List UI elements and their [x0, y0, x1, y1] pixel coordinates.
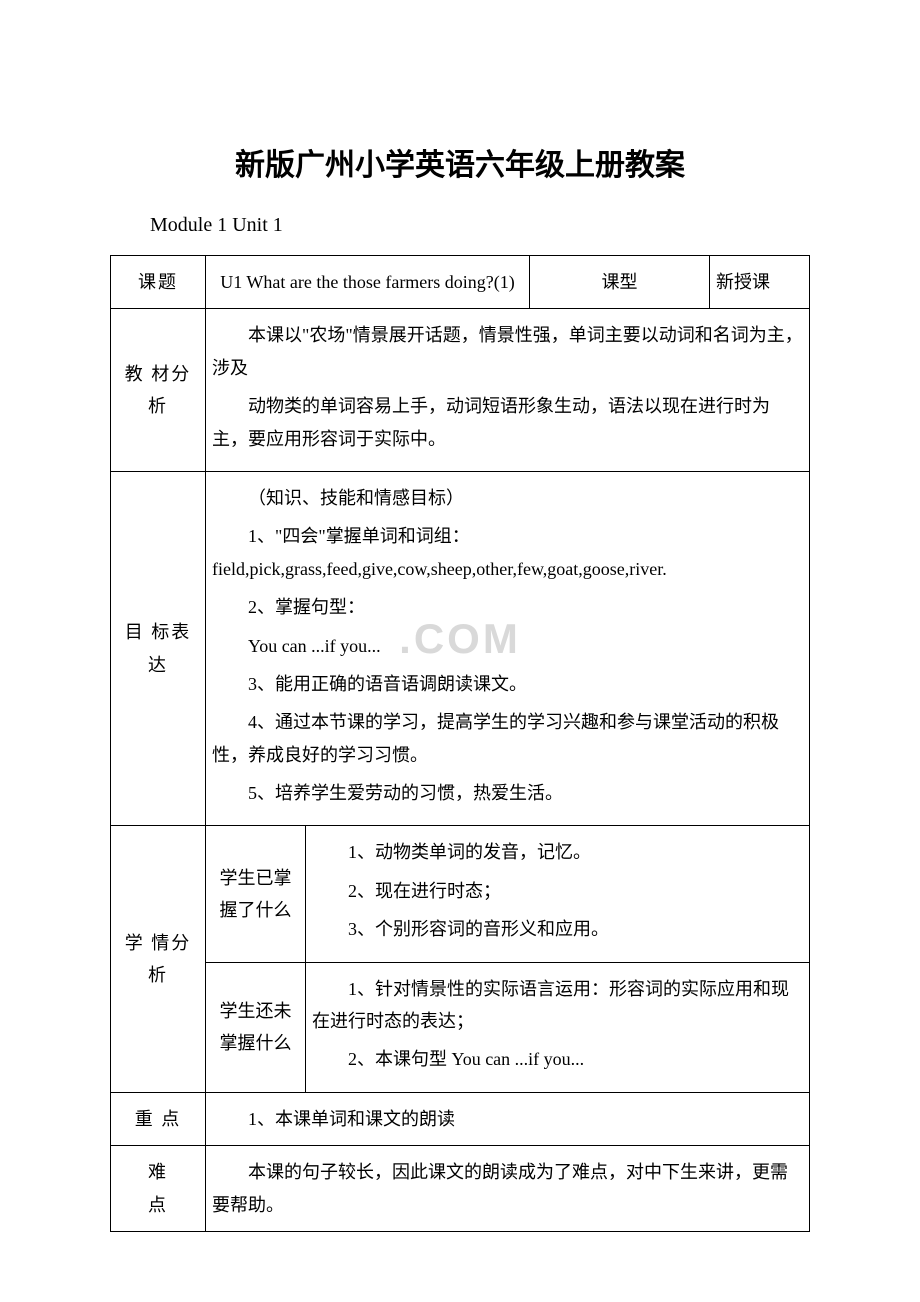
table-row: 学生还未 掌握什么 1、针对情景性的实际语言运用：形容词的实际应用和现在进行时态…: [111, 962, 810, 1092]
paragraph: 动物类的单词容易上手，动词短语形象生动，语法以现在进行时为主，要应用形容词于实际…: [212, 390, 803, 455]
table-row: 重 点 1、本课单词和课文的朗读: [111, 1092, 810, 1145]
objectives-label: 目 标表 达: [111, 471, 206, 826]
paragraph: 1、动物类单词的发音，记忆。: [312, 836, 803, 868]
paragraph: 1、本课单词和课文的朗读: [212, 1103, 803, 1135]
lesson-plan-table: 课题 U1 What are the those farmers doing?(…: [110, 255, 810, 1232]
textbook-analysis-label: 教 材分 析: [111, 309, 206, 472]
document-content: 新版广州小学英语六年级上册教案 Module 1 Unit 1 课题 U1 Wh…: [110, 140, 810, 1232]
table-row: 教 材分 析 本课以"农场"情景展开话题，情景性强，单词主要以动词和名词为主，涉…: [111, 309, 810, 472]
unit-title: U1 What are the those farmers doing?(1): [206, 256, 530, 309]
paragraph: 1、针对情景性的实际语言运用：形容词的实际应用和现在进行时态的表达；: [312, 973, 803, 1038]
key-points-label: 重 点: [111, 1092, 206, 1145]
paragraph: 2、本课句型 You can ...if you...: [312, 1043, 803, 1075]
paragraph: 本课以"农场"情景展开话题，情景性强，单词主要以动词和名词为主，涉及: [212, 319, 803, 384]
difficulties-label: 难 点: [111, 1146, 206, 1232]
course-type-value: 新授课: [710, 256, 810, 309]
paragraph: 4、通过本节课的学习，提高学生的学习兴趣和参与课堂活动的积极性，养成良好的学习习…: [212, 706, 803, 771]
objectives-content: （知识、技能和情感目标） 1、"四会"掌握单词和词组：field,pick,gr…: [206, 471, 810, 826]
sublabel-line: 学生已掌: [212, 862, 299, 894]
learned-content: 1、动物类单词的发音，记忆。 2、现在进行时态； 3、个别形容词的音形义和应用。: [306, 826, 810, 962]
paragraph: （知识、技能和情感目标）: [212, 482, 803, 514]
table-row: 课题 U1 What are the those farmers doing?(…: [111, 256, 810, 309]
learned-label: 学生已掌 握了什么: [206, 826, 306, 962]
paragraph: 3、能用正确的语音语调朗读课文。: [212, 668, 803, 700]
table-row: 学 情分 析 学生已掌 握了什么 1、动物类单词的发音，记忆。 2、现在进行时态…: [111, 826, 810, 962]
not-learned-label: 学生还未 掌握什么: [206, 962, 306, 1092]
table-row: 目 标表 达 （知识、技能和情感目标） 1、"四会"掌握单词和词组：field,…: [111, 471, 810, 826]
paragraph: 本课的句子较长，因此课文的朗读成为了难点，对中下生来讲，更需要帮助。: [212, 1156, 803, 1221]
topic-label: 课题: [111, 256, 206, 309]
sublabel-line: 掌握什么: [212, 1027, 299, 1059]
course-type-label: 课型: [530, 256, 710, 309]
document-title: 新版广州小学英语六年级上册教案: [110, 140, 810, 184]
paragraph: 3、个别形容词的音形义和应用。: [312, 913, 803, 945]
label-line: 难: [117, 1156, 199, 1188]
key-points-content: 1、本课单词和课文的朗读: [206, 1092, 810, 1145]
paragraph: 2、掌握句型：: [212, 591, 803, 623]
document-subtitle: Module 1 Unit 1: [150, 214, 810, 237]
not-learned-content: 1、针对情景性的实际语言运用：形容词的实际应用和现在进行时态的表达； 2、本课句…: [306, 962, 810, 1092]
table-row: 难 点 本课的句子较长，因此课文的朗读成为了难点，对中下生来讲，更需要帮助。: [111, 1146, 810, 1232]
difficulties-content: 本课的句子较长，因此课文的朗读成为了难点，对中下生来讲，更需要帮助。: [206, 1146, 810, 1232]
sublabel-line: 学生还未: [212, 995, 299, 1027]
label-line: 点: [117, 1189, 199, 1221]
textbook-analysis-content: 本课以"农场"情景展开话题，情景性强，单词主要以动词和名词为主，涉及 动物类的单…: [206, 309, 810, 472]
paragraph: You can ...if you...: [212, 630, 803, 662]
sublabel-line: 握了什么: [212, 894, 299, 926]
paragraph: 5、培养学生爱劳动的习惯，热爱生活。: [212, 777, 803, 809]
paragraph: 2、现在进行时态；: [312, 875, 803, 907]
paragraph: 1、"四会"掌握单词和词组：field,pick,grass,feed,give…: [212, 520, 803, 585]
learner-analysis-label: 学 情分 析: [111, 826, 206, 1092]
